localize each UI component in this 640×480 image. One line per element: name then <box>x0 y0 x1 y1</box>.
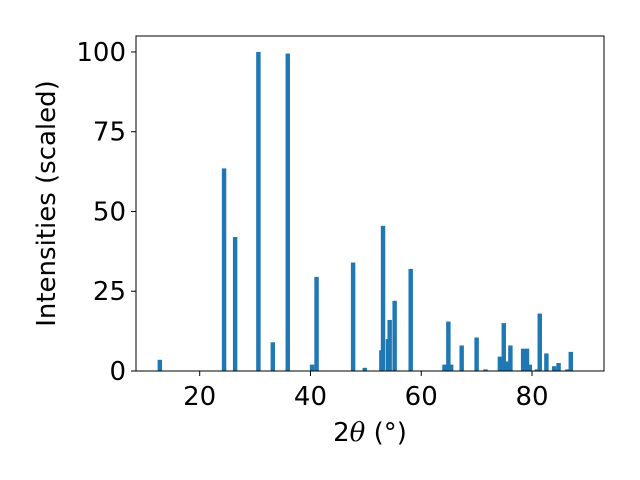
bar-35 <box>568 351 573 371</box>
bar-13 <box>387 319 392 371</box>
bar-series <box>157 51 573 372</box>
y-axis-ticks: 0 25 50 75 100 <box>76 38 136 387</box>
x-tick-label: 40 <box>294 382 327 412</box>
bar-30 <box>537 313 542 371</box>
bar-5 <box>285 53 290 372</box>
x-tick-label: 60 <box>405 382 438 412</box>
bar-32 <box>551 366 557 371</box>
bar-4 <box>270 342 276 371</box>
bar-31 <box>544 353 549 371</box>
bar-22 <box>497 356 503 371</box>
bar-1 <box>221 168 227 371</box>
x-axis-label-symbol: θ <box>350 418 366 448</box>
bar-3 <box>256 51 261 371</box>
bar-17 <box>446 321 451 371</box>
bar-2 <box>232 237 238 371</box>
bar-29 <box>534 369 540 371</box>
bar-9 <box>362 367 367 371</box>
bar-0 <box>157 359 163 371</box>
x-axis-label-unit: (°) <box>365 418 407 448</box>
bar-19 <box>459 345 464 371</box>
bar-16 <box>442 364 447 371</box>
y-tick-label: 75 <box>93 118 126 148</box>
bar-33 <box>556 363 561 371</box>
y-tick-label: 50 <box>93 197 126 227</box>
bar-21 <box>483 369 488 371</box>
bar-18 <box>448 364 454 371</box>
x-axis-label: 2θ (°) <box>333 418 407 448</box>
bar-26 <box>520 348 526 371</box>
bar-6 <box>309 364 315 371</box>
plot-area: 20 40 60 80 0 25 50 75 100 <box>76 35 605 412</box>
bar-24 <box>504 361 509 371</box>
y-tick-label: 100 <box>76 38 126 68</box>
bar-8 <box>350 262 356 371</box>
x-tick-label: 80 <box>515 382 548 412</box>
bar-14 <box>392 300 397 371</box>
bar-11 <box>380 225 386 371</box>
bar-34 <box>565 369 570 371</box>
bar-15 <box>408 268 413 371</box>
y-axis-label: Intensities (scaled) <box>32 80 62 327</box>
x-tick-label: 20 <box>183 382 216 412</box>
bar-7 <box>314 276 319 371</box>
axes-frame <box>135 35 605 372</box>
bar-28 <box>527 364 532 371</box>
x-axis-label-prefix: 2 <box>333 418 350 448</box>
bar-27 <box>524 348 530 371</box>
x-axis-ticks: 20 40 60 80 <box>183 371 549 412</box>
bar-25 <box>508 345 513 371</box>
bar-20 <box>474 337 479 371</box>
bar-23 <box>501 323 506 371</box>
y-tick-label: 0 <box>109 357 126 387</box>
y-tick-label: 25 <box>93 277 126 307</box>
